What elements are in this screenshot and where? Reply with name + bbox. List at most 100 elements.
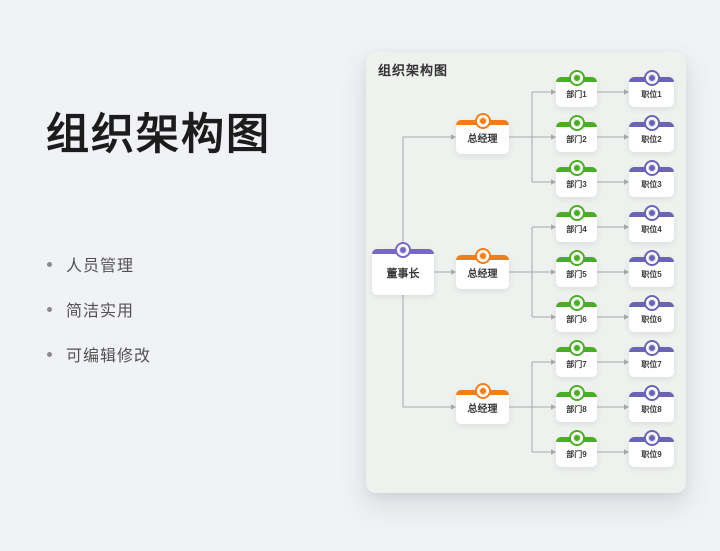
page-title: 组织架构图 — [46, 111, 271, 159]
manager-node[interactable]: 总经理 — [456, 248, 509, 289]
chairman-badge-icon — [395, 242, 411, 258]
node-label: 部门1 — [566, 89, 587, 99]
feature-list: 人员管理 简洁实用 可编辑修改 — [47, 252, 151, 387]
position-badge-icon — [643, 160, 660, 176]
bullet-dot-icon — [47, 351, 52, 357]
chairman-node[interactable]: 董事长 — [372, 242, 434, 295]
node-label: 总经理 — [467, 403, 498, 415]
manager-badge-icon — [474, 113, 491, 129]
badge-ring-icon — [478, 252, 487, 260]
department-badge-icon — [568, 385, 585, 401]
position-node[interactable]: 职位5 — [629, 250, 674, 287]
badge-ring-icon — [572, 74, 581, 82]
department-badge-icon — [568, 205, 585, 221]
node-label: 部门8 — [566, 404, 587, 414]
node-label: 董事长 — [386, 268, 420, 280]
badge-ring-icon — [572, 254, 581, 262]
department-badge-icon — [568, 340, 585, 356]
node-label: 部门9 — [566, 449, 587, 459]
node-label: 部门4 — [566, 224, 587, 234]
badge-ring-icon — [572, 299, 581, 307]
manager-badge-icon — [474, 383, 491, 399]
feature-label: 人员管理 — [66, 258, 135, 275]
department-badge-icon — [568, 430, 585, 446]
node-label: 总经理 — [467, 268, 498, 280]
department-node[interactable]: 部门1 — [556, 70, 597, 107]
position-node[interactable]: 职位3 — [629, 160, 674, 197]
node-label: 部门6 — [566, 314, 587, 324]
department-badge-icon — [568, 295, 585, 311]
node-label: 部门2 — [566, 134, 587, 144]
badge-ring-icon — [572, 434, 581, 442]
badge-ring-icon — [647, 389, 656, 397]
department-badge-icon — [568, 70, 585, 86]
position-node[interactable]: 职位8 — [629, 385, 674, 422]
position-badge-icon — [643, 295, 660, 311]
department-badge-icon — [568, 115, 585, 131]
node-label: 部门5 — [566, 269, 587, 279]
manager-node[interactable]: 总经理 — [456, 113, 509, 154]
node-label: 职位3 — [641, 179, 662, 189]
badge-ring-icon — [647, 299, 656, 307]
bullet-dot-icon — [47, 261, 52, 267]
node-label: 职位1 — [641, 89, 662, 99]
badge-ring-icon — [572, 344, 581, 352]
badge-ring-icon — [399, 246, 407, 254]
node-label: 部门7 — [566, 359, 587, 369]
department-node[interactable]: 部门8 — [556, 385, 597, 422]
position-badge-icon — [643, 250, 660, 266]
department-node[interactable]: 部门9 — [556, 430, 597, 467]
node-label: 职位7 — [641, 359, 662, 369]
position-node[interactable]: 职位1 — [629, 70, 674, 107]
department-node[interactable]: 部门5 — [556, 250, 597, 287]
org-chart-card: 组织架构图 董事长 总经理 部门1 职位1 部门2 职位2 部门3 职位3 总经理 部门4 职位4 部… — [366, 52, 686, 493]
position-node[interactable]: 职位7 — [629, 340, 674, 377]
position-node[interactable]: 职位9 — [629, 430, 674, 467]
position-badge-icon — [643, 385, 660, 401]
connector-lines — [402, 89, 629, 455]
badge-ring-icon — [572, 209, 581, 217]
node-label: 职位5 — [641, 269, 662, 279]
position-badge-icon — [643, 115, 660, 131]
node-label: 职位9 — [641, 449, 662, 459]
department-node[interactable]: 部门3 — [556, 160, 597, 197]
badge-ring-icon — [647, 164, 656, 172]
badge-ring-icon — [572, 164, 581, 172]
badge-ring-icon — [647, 209, 656, 217]
department-node[interactable]: 部门4 — [556, 205, 597, 242]
badge-ring-icon — [572, 119, 581, 127]
manager-node[interactable]: 总经理 — [456, 383, 509, 424]
department-node[interactable]: 部门2 — [556, 115, 597, 152]
position-node[interactable]: 职位6 — [629, 295, 674, 332]
node-label: 部门3 — [566, 179, 587, 189]
department-node[interactable]: 部门6 — [556, 295, 597, 332]
position-badge-icon — [643, 70, 660, 86]
department-badge-icon — [568, 160, 585, 176]
position-node[interactable]: 职位2 — [629, 115, 674, 152]
position-badge-icon — [643, 340, 660, 356]
badge-ring-icon — [478, 387, 487, 395]
node-label: 职位2 — [641, 134, 662, 144]
badge-ring-icon — [647, 344, 656, 352]
manager-badge-icon — [474, 248, 491, 264]
node-label: 职位6 — [641, 314, 662, 324]
node-label: 职位8 — [641, 404, 662, 414]
feature-item: 简洁实用 — [47, 297, 151, 321]
badge-ring-icon — [647, 254, 656, 262]
position-node[interactable]: 职位4 — [629, 205, 674, 242]
node-label: 职位4 — [641, 224, 662, 234]
badge-ring-icon — [478, 117, 487, 125]
bullet-dot-icon — [47, 306, 52, 312]
node-label: 总经理 — [467, 133, 498, 145]
department-node[interactable]: 部门7 — [556, 340, 597, 377]
feature-label: 可编辑修改 — [66, 348, 152, 365]
position-badge-icon — [643, 205, 660, 221]
department-badge-icon — [568, 250, 585, 266]
org-chart-canvas: 董事长 总经理 部门1 职位1 部门2 职位2 部门3 职位3 总经理 部门4 职位4 部门5 职位5 部… — [366, 52, 686, 493]
position-badge-icon — [643, 430, 660, 446]
badge-ring-icon — [647, 74, 656, 82]
feature-item: 可编辑修改 — [47, 342, 151, 366]
badge-ring-icon — [647, 119, 656, 127]
feature-item: 人员管理 — [47, 252, 151, 276]
